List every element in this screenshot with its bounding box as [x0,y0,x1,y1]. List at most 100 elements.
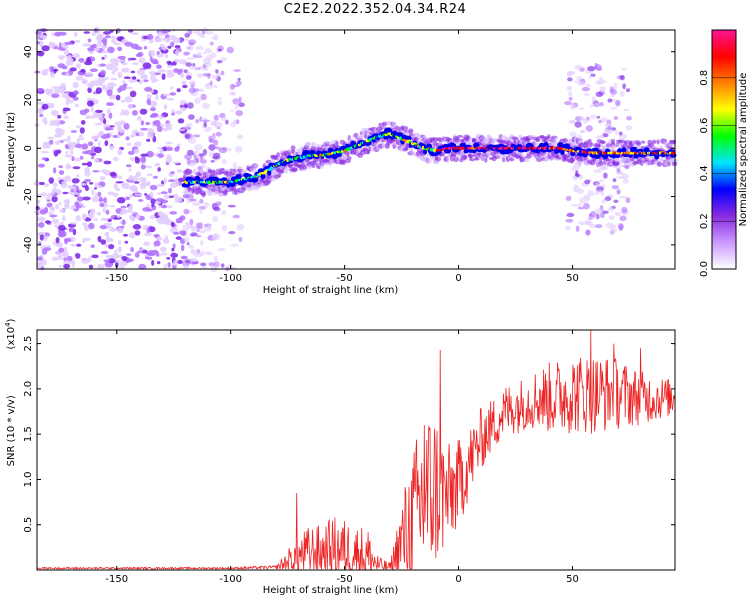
noise-blob [597,67,602,71]
noise-blob [161,45,167,51]
noise-blob [41,157,47,161]
noise-blob [623,108,630,112]
snr-exponent-base: (x10 [6,327,17,350]
noise-blob [185,131,191,135]
noise-blob [176,169,183,173]
noise-blob [162,93,170,97]
noise-blob [81,143,89,150]
noise-blob [210,36,219,40]
noise-blob [170,86,174,90]
noise-blob [613,199,619,203]
noise-blob [126,253,132,256]
ridge-halo [610,138,616,145]
noise-blob [76,63,81,69]
noise-blob [194,144,203,151]
noise-blob [103,259,111,263]
noise-blob [79,155,84,160]
noise-blob [134,252,140,258]
noise-blob [204,61,212,68]
noise-blob [163,104,168,110]
spectrogram-panel: -150 -100 -50 0 50 -40 -20 0 20 40 Height of str… [6,27,678,296]
noise-blob [150,134,154,139]
noise-blob [98,185,103,189]
noise-blob [203,121,207,128]
noise-blob [42,71,48,76]
noise-blob [169,171,175,175]
noise-blob [58,202,62,206]
noise-blob [71,156,75,162]
noise-blob [582,117,589,124]
noise-blob [147,251,156,257]
noise-blob [232,214,240,219]
ridge-core-outer [397,132,404,138]
noise-blob [217,100,223,106]
noise-blob [181,255,188,260]
noise-blob [165,122,173,129]
spectrogram-y-label: Frequency (Hz) [6,112,17,188]
noise-blob [118,239,122,246]
noise-blob [84,72,93,76]
noise-blob [48,177,54,184]
noise-blob [587,190,595,197]
noise-blob [86,56,92,64]
noise-blob [199,159,207,164]
noise-blob [167,262,171,268]
noise-blob [132,224,142,230]
noise-blob [213,207,221,212]
noise-blob [59,230,67,238]
noise-blob [170,221,175,227]
noise-blob [81,162,88,166]
snr-panel: -150 -100 -50 0 50 0.5 1.0 1.5 2.0 2.5 Height of… [4,318,676,596]
ridge-halo [445,157,450,163]
ridge-halo [502,157,506,163]
noise-blob [220,70,225,76]
noise-blob [83,224,90,231]
noise-blob [129,193,133,198]
noise-blob [141,249,148,254]
noise-blob [129,57,137,61]
ridge-halo [524,157,530,163]
x-tick-label: -50 [336,574,352,585]
noise-blob [163,263,167,270]
noise-blob [618,131,623,136]
noise-blob [94,122,103,126]
noise-blob [68,190,78,195]
ridge-halo [535,138,541,142]
noise-blob [598,120,602,124]
noise-blob [111,71,116,75]
noise-blob [140,127,149,131]
noise-blob [108,228,118,232]
noise-blob [143,241,151,246]
noise-blob [149,191,154,198]
noise-blob [103,54,108,59]
noise-blob [590,211,597,218]
noise-blob [38,181,45,186]
noise-blob [146,138,151,142]
noise-blob [583,194,588,200]
noise-blob [113,42,122,46]
noise-blob [82,196,91,201]
ridge-halo [277,173,282,178]
noise-blob [35,30,42,35]
noise-blob [577,81,586,86]
noise-blob [90,208,96,215]
noise-blob [63,115,69,120]
ridge-halo [639,160,644,166]
noise-blob [57,128,65,136]
noise-blob [117,148,123,156]
noise-blob [88,256,92,263]
noise-blob [160,191,168,195]
ridge-halo [657,161,662,167]
noise-blob [117,71,123,79]
noise-blob [126,164,132,168]
noise-blob [614,129,619,135]
noise-blob [207,223,212,230]
noise-blob [108,258,116,264]
noise-blob [91,189,95,196]
noise-blob [65,72,70,77]
noise-blob [75,192,81,196]
noise-blob [119,112,125,116]
noise-blob [208,144,216,151]
noise-blob [595,190,604,194]
noise-blob [589,104,594,108]
